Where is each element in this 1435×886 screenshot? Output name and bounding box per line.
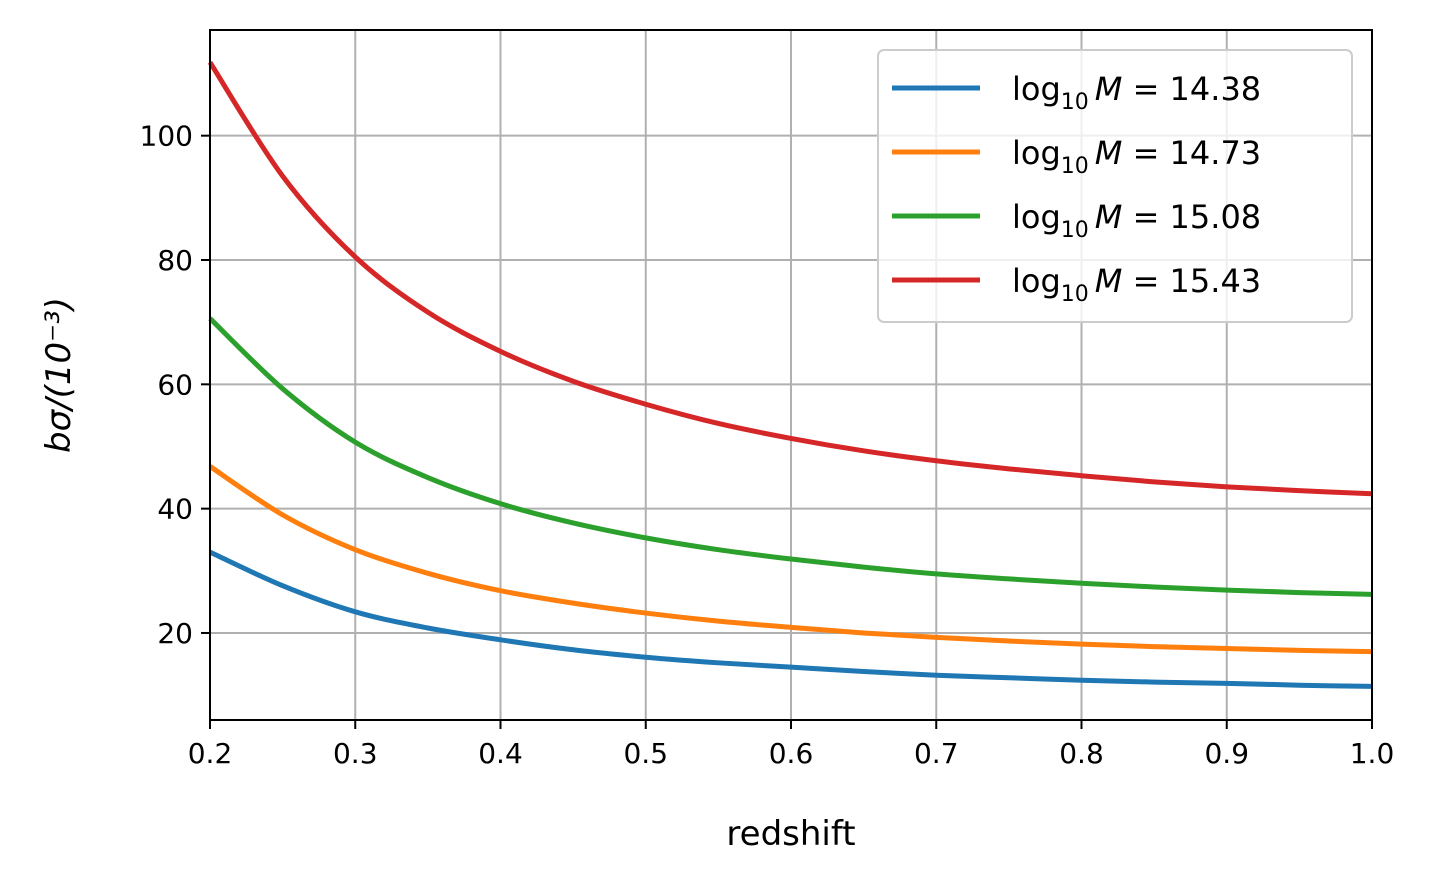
legend: log10 M = 14.38 log10 M = 14.73 log10 M = 15.… xyxy=(877,49,1353,323)
legend-label: log10 M = 15.43 xyxy=(1012,262,1261,307)
legend-label: log10 M = 14.38 xyxy=(1012,70,1261,115)
x-tick-label: 0.4 xyxy=(478,737,523,770)
series-line xyxy=(208,316,1373,597)
y-axis-label: bσ/(10⁻³) xyxy=(39,297,79,453)
y-tick-label: 40 xyxy=(157,493,193,526)
y-tick-label: 60 xyxy=(157,368,193,401)
x-tick-label: 0.6 xyxy=(769,737,814,770)
x-tick-label: 0.7 xyxy=(914,737,959,770)
x-tick-label: 0.9 xyxy=(1204,737,1249,770)
x-tick-label: 0.2 xyxy=(188,737,233,770)
legend-box xyxy=(877,49,1353,323)
series-line xyxy=(208,549,1373,689)
x-axis-label: redshift xyxy=(726,814,855,854)
x-tick-label: 0.8 xyxy=(1059,737,1104,770)
series-line xyxy=(208,464,1373,655)
legend-label: log10 M = 15.08 xyxy=(1012,198,1261,243)
y-tick-label: 100 xyxy=(140,120,193,153)
x-tick-label: 0.3 xyxy=(333,737,378,770)
legend-label: log10 M = 14.73 xyxy=(1012,134,1261,179)
y-tick-label: 80 xyxy=(157,244,193,277)
x-tick-label: 1.0 xyxy=(1350,737,1395,770)
y-tick-label: 20 xyxy=(157,617,193,650)
series-layer xyxy=(207,60,1373,689)
x-tick-label: 0.5 xyxy=(623,737,668,770)
series-line xyxy=(207,60,1373,497)
ticks: 0.2 0.3 0.4 0.5 0.6 0.7 0.8 0.9 1.0 20 40 60 80 100 xyxy=(140,120,1395,770)
